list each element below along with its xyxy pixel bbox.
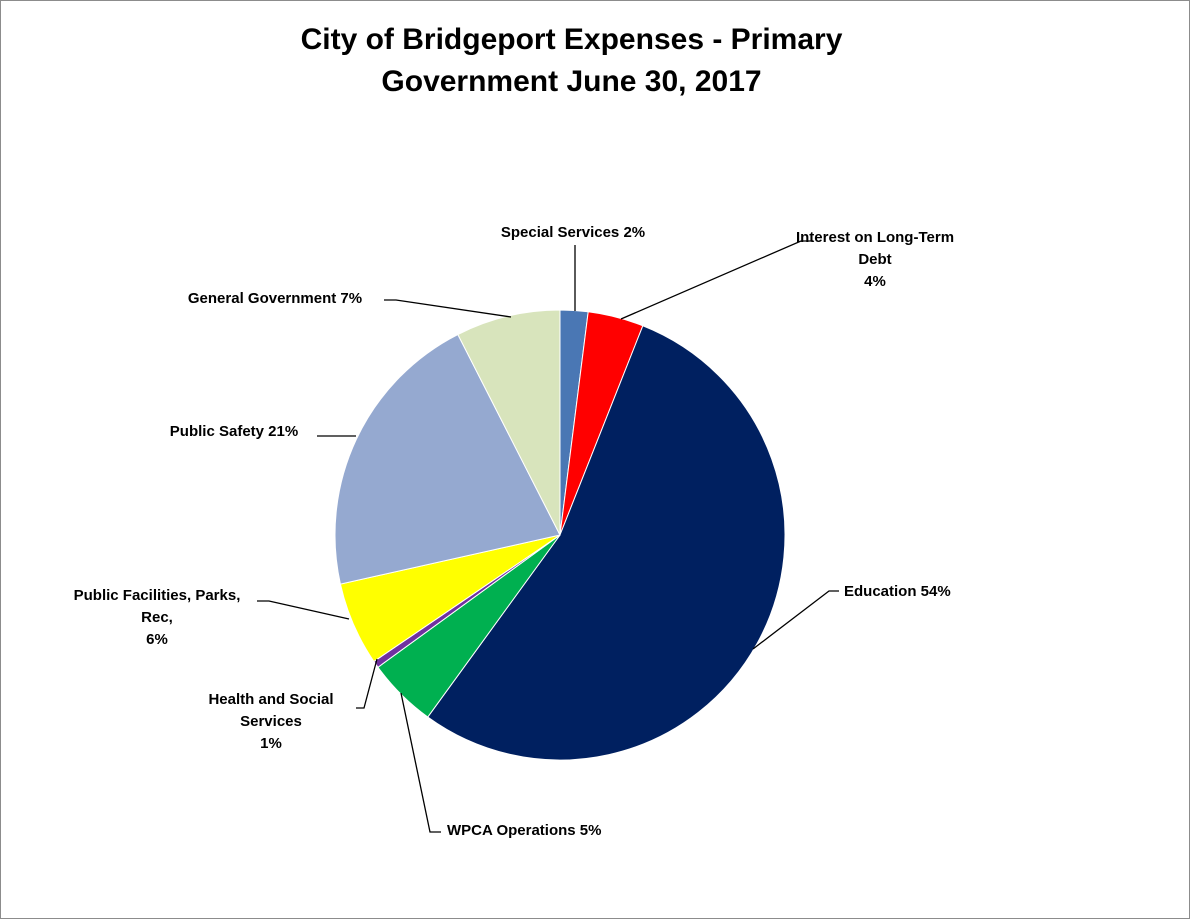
leader-lines (257, 240, 839, 833)
pie-slice-2 (427, 325, 786, 761)
slice-label-6: Public Safety 21% (170, 423, 298, 440)
leader-line-3 (400, 692, 441, 833)
slice-label-2-line-0: Education 54% (844, 583, 951, 600)
slice-label-4-line-1: Services (240, 713, 302, 730)
slice-label-2: Education 54% (844, 583, 951, 600)
slice-label-7-line-0: General Government 7% (188, 290, 362, 307)
slice-label-3-line-0: WPCA Operations 5% (447, 822, 601, 839)
leader-line-1 (620, 240, 813, 320)
leader-line-2 (752, 590, 839, 650)
slice-label-3: WPCA Operations 5% (447, 822, 601, 839)
slice-label-1-line-0: Interest on Long-Term (796, 229, 954, 246)
slice-label-0-line-0: Special Services 2% (501, 224, 645, 241)
chart-title-line-1: City of Bridgeport Expenses - Primary (300, 23, 843, 56)
slice-label-1-line-2: 4% (864, 273, 886, 290)
slice-labels: Special Services 2% Interest on Long-Term… (74, 224, 954, 839)
pie-slice-6 (334, 333, 561, 585)
slice-label-4: Health and Social Services 1% (208, 691, 333, 752)
slice-label-5: Public Facilities, Parks, Rec, 6% (74, 587, 241, 648)
leader-line-7 (384, 299, 512, 318)
slice-label-5-line-2: 6% (146, 631, 168, 648)
leader-line-5 (257, 600, 350, 620)
slice-label-6-line-0: Public Safety 21% (170, 423, 298, 440)
slice-label-0: Special Services 2% (501, 224, 645, 241)
slice-label-4-line-0: Health and Social (208, 691, 333, 708)
slice-label-7: General Government 7% (188, 290, 362, 307)
slice-label-5-line-1: Rec, (141, 609, 173, 626)
chart-title: City of Bridgeport Expenses - Primary Go… (1, 19, 1142, 103)
slice-label-1: Interest on Long-Term Debt 4% (796, 229, 954, 290)
leader-line-4 (356, 658, 378, 709)
pie-slices (334, 309, 786, 761)
slice-label-4-line-2: 1% (260, 735, 282, 752)
slice-label-1-line-1: Debt (858, 251, 891, 268)
slice-label-5-line-0: Public Facilities, Parks, (74, 587, 241, 604)
chart-title-line-2: Government June 30, 2017 (381, 65, 762, 98)
